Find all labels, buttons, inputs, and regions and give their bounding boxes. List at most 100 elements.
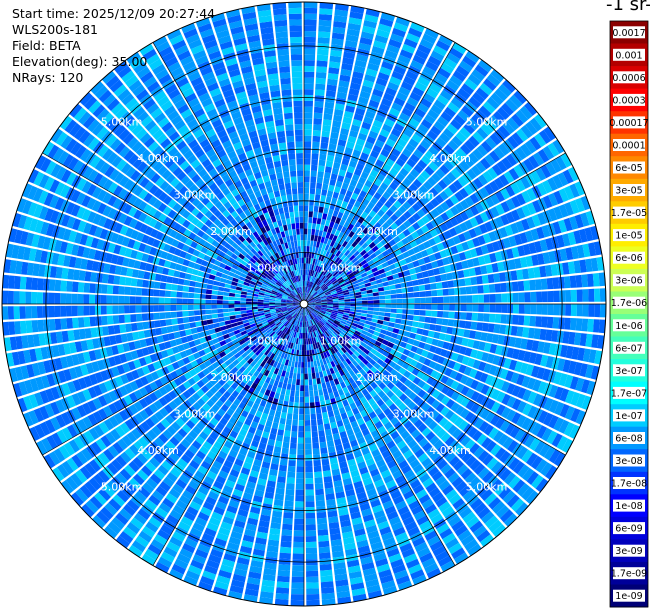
- ray-gate: [304, 292, 306, 299]
- ray-gate: [324, 375, 330, 383]
- ray-gate: [351, 173, 360, 182]
- ray-gate: [321, 304, 328, 307]
- ray-gate: [503, 171, 515, 184]
- ray-gate: [228, 300, 235, 304]
- ray-gate: [313, 270, 317, 277]
- ray-gate: [382, 369, 390, 378]
- ray-gate: [426, 247, 434, 256]
- ray-gate: [454, 372, 464, 382]
- ray-gate: [485, 264, 494, 274]
- ray-gate: [311, 228, 316, 236]
- ray-gate: [317, 529, 329, 536]
- ray-gate: [313, 324, 318, 331]
- ray-gate: [440, 560, 455, 572]
- ray-gate: [321, 364, 326, 372]
- ray-gate: [329, 221, 335, 228]
- ray-gate: [367, 174, 376, 183]
- ray-gate: [473, 525, 487, 538]
- ray-gate: [313, 205, 319, 213]
- ray-gate: [188, 292, 195, 299]
- ray-gate: [399, 375, 408, 384]
- ray-gate: [317, 247, 322, 255]
- ray-gate: [308, 379, 313, 386]
- ray-gate: [417, 159, 428, 170]
- ray-gate: [381, 449, 392, 459]
- ray-gate: [304, 65, 315, 72]
- ray-gate: [342, 240, 348, 248]
- ray-gate: [329, 334, 336, 340]
- ray-gate: [389, 337, 397, 344]
- ray-gate: [338, 169, 346, 177]
- ray-gate: [531, 214, 541, 227]
- ray-gate: [340, 394, 347, 402]
- ray-gate: [476, 322, 484, 331]
- ray-gate: [551, 330, 559, 342]
- ray-gate: [497, 433, 509, 446]
- ray-gate: [387, 81, 400, 91]
- ray-gate: [377, 217, 386, 226]
- ray-gate: [48, 306, 55, 318]
- ray-gate: [455, 243, 464, 253]
- ray-gate: [442, 175, 452, 186]
- ray-gate: [407, 526, 420, 537]
- ray-gate: [323, 278, 329, 284]
- ray-gate: [369, 252, 377, 260]
- ray-gate: [304, 234, 308, 241]
- ray-gate: [368, 398, 376, 406]
- ray-gate: [308, 332, 312, 339]
- ray-gate: [431, 290, 438, 297]
- ray-gate: [234, 293, 241, 298]
- ray-gate: [410, 254, 418, 262]
- ray-gate: [339, 188, 347, 196]
- ray-gate: [485, 374, 494, 386]
- ray-gate: [338, 252, 344, 259]
- ray-gate: [429, 276, 436, 283]
- ray-gate: [263, 304, 270, 307]
- ray-gate: [548, 384, 559, 398]
- ray-gate: [182, 285, 190, 292]
- ray-gate: [337, 224, 343, 232]
- ray-gate: [546, 277, 554, 290]
- ray-gate: [147, 288, 154, 297]
- ray-gate: [199, 299, 206, 304]
- ray-gate: [317, 353, 322, 360]
- ray-gate: [308, 314, 312, 320]
- ray-gate: [362, 567, 377, 577]
- ray-gate: [428, 238, 437, 247]
- ray-gate: [334, 103, 345, 111]
- ray-gate: [436, 428, 447, 439]
- ray-gate: [492, 501, 506, 514]
- ray-gate: [311, 223, 317, 230]
- ray-gate: [467, 73, 482, 86]
- ray-gate: [235, 314, 242, 319]
- ray-gate: [364, 519, 376, 528]
- ray-gate: [403, 370, 412, 379]
- ray-gate: [447, 472, 460, 484]
- ray-gate: [420, 304, 426, 310]
- ray-gate: [327, 510, 338, 518]
- ray-gate: [324, 244, 330, 251]
- ray-gate: [356, 327, 363, 333]
- ray-gate: [441, 318, 449, 326]
- ray-gate: [380, 495, 392, 504]
- ray-gate: [349, 346, 356, 353]
- ray-gate: [342, 442, 351, 450]
- ray-gate: [310, 313, 315, 319]
- ray-gate: [304, 48, 316, 55]
- ray-gate: [377, 319, 384, 325]
- ray-gate: [511, 281, 519, 292]
- ray-gate: [389, 516, 401, 526]
- ray-gate: [234, 307, 241, 312]
- ray-gate: [335, 180, 343, 188]
- ray-gate: [315, 407, 322, 414]
- ray-gate: [130, 322, 138, 332]
- ray-gate: [354, 330, 361, 336]
- ray-gate: [433, 331, 441, 339]
- ray-gate: [570, 289, 577, 302]
- ray-gate: [424, 150, 435, 161]
- ray-gate: [510, 325, 518, 336]
- ray-gate: [314, 235, 318, 242]
- ray-gate: [388, 322, 395, 328]
- ray-gate: [344, 277, 351, 283]
- ray-gate: [422, 442, 433, 452]
